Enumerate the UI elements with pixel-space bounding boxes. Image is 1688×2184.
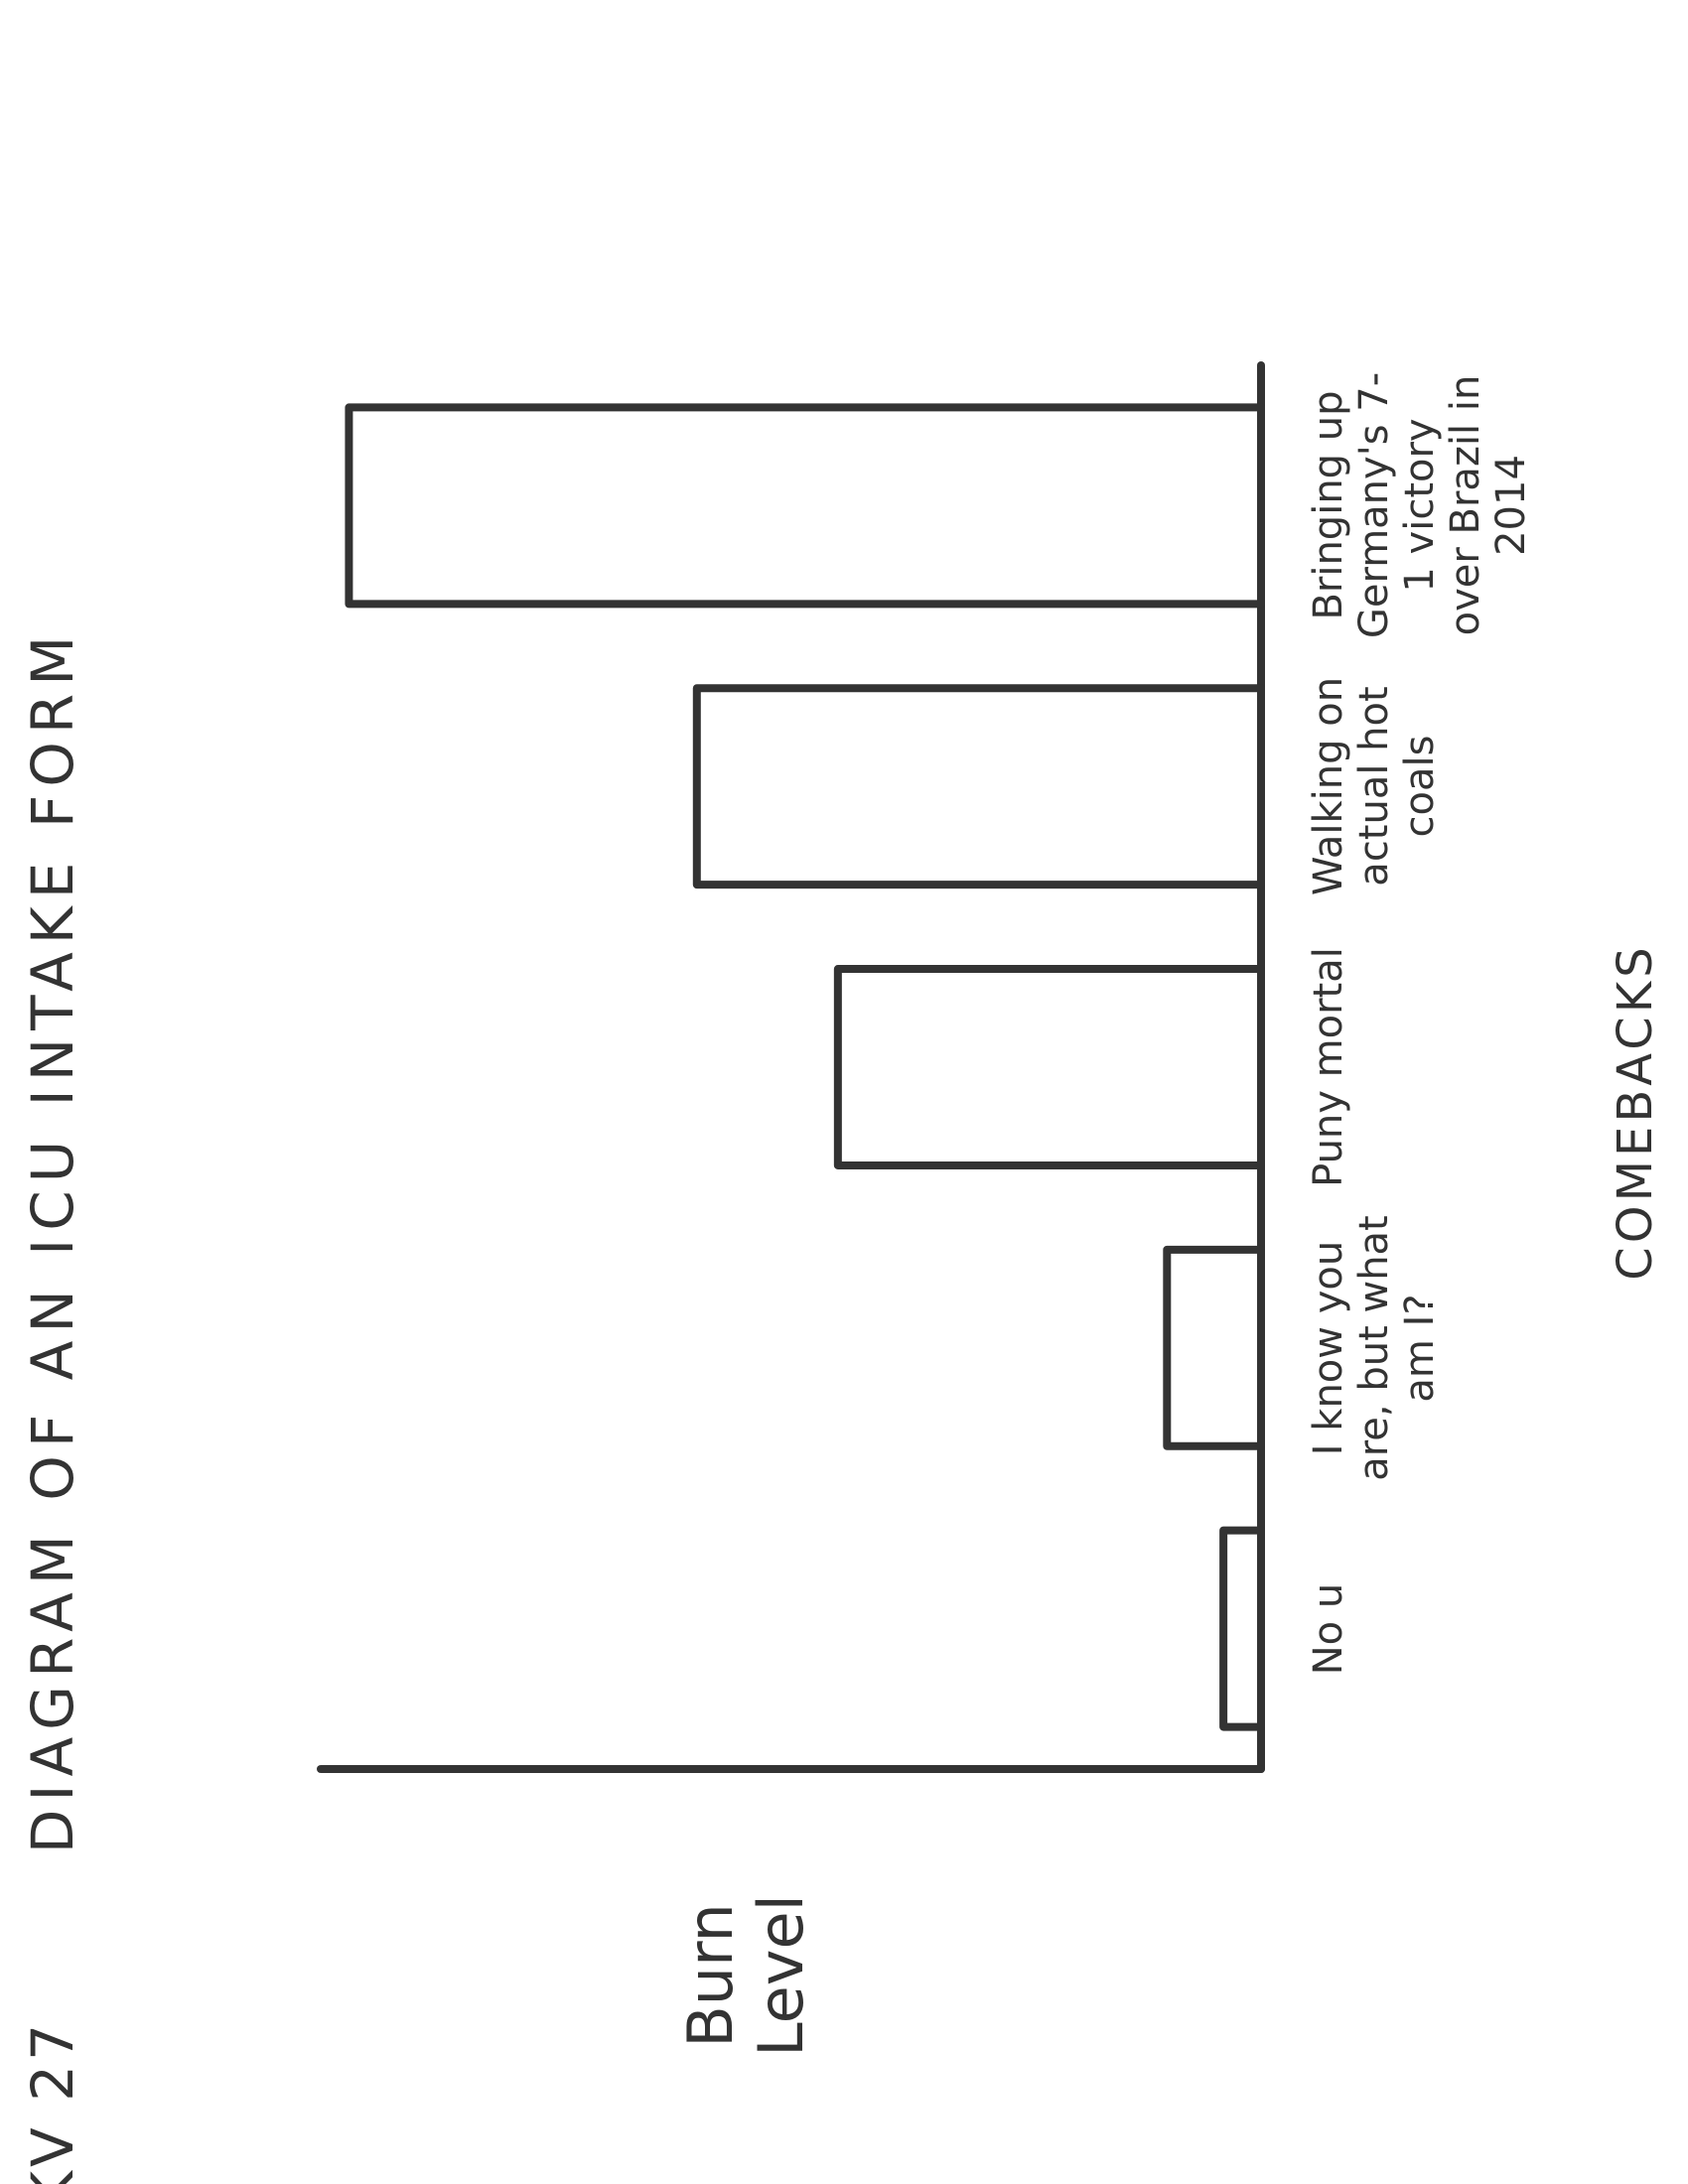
x-axis-label: COMEBACKS bbox=[1608, 943, 1663, 1281]
bar bbox=[345, 403, 1266, 609]
category-label: No u bbox=[1306, 1582, 1351, 1675]
chart-title: DIAGRAM OF AN ICU INTAKE FORM bbox=[19, 627, 86, 1854]
category-label: Walking on actual hot coals bbox=[1306, 677, 1443, 896]
y-axis-label: Burn Level bbox=[674, 1894, 818, 2057]
category-label: I know you are, but what am I? bbox=[1306, 1215, 1443, 1481]
bar bbox=[692, 684, 1265, 889]
page-label: KV 27 bbox=[19, 2020, 86, 2184]
bar bbox=[1219, 1526, 1265, 1731]
bar bbox=[833, 965, 1265, 1169]
category-label: Puny mortal bbox=[1306, 947, 1351, 1187]
bar bbox=[1163, 1245, 1266, 1450]
category-label: Bringing up Germany's 7-1 victory over B… bbox=[1306, 372, 1534, 639]
